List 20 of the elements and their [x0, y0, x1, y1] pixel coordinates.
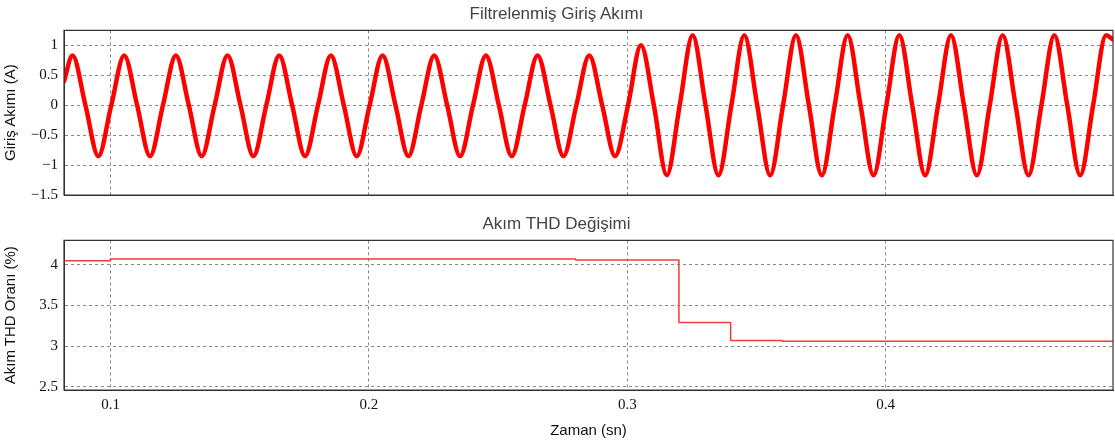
x-tick-label: 0.4	[876, 395, 896, 412]
y-axis-title: Akım THD Oranı (%)	[1, 246, 19, 385]
y-axis-title: Giriş Akımı (A)	[1, 64, 19, 162]
y-tick-label: 3	[50, 337, 58, 354]
chart-title: Akım THD Değişimi	[482, 213, 631, 233]
y-tick-label: 0	[50, 96, 58, 113]
x-tick-label: 0.3	[617, 395, 637, 412]
chart-title: Filtrelenmiş Giriş Akımı	[469, 3, 644, 23]
y-tick-label: 1	[50, 36, 58, 53]
y-tick-label: 3.5	[39, 296, 58, 313]
y-tick-label: −0.5	[30, 126, 58, 143]
y-tick-label: −1	[42, 156, 58, 173]
y-tick-label: 0.5	[39, 66, 58, 83]
x-tick-label: 0.1	[101, 395, 120, 412]
x-tick-label: 0.2	[359, 395, 379, 412]
y-tick-label: 2.5	[39, 377, 58, 394]
y-tick-label: −1.5	[30, 185, 58, 202]
x-axis-title: Zaman (sn)	[550, 421, 627, 439]
line-series	[64, 32, 1113, 178]
y-tick-label: 4	[50, 255, 59, 272]
